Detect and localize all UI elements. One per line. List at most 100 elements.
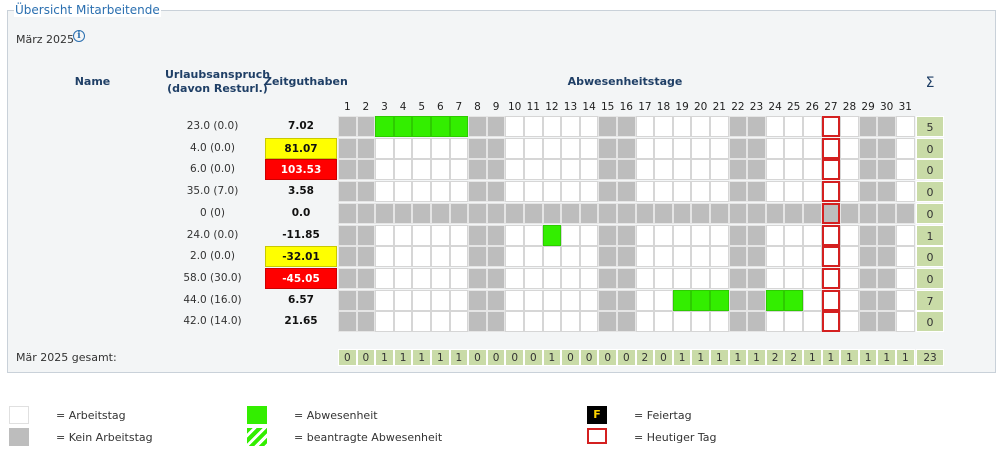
day-cell[interactable] [542,224,562,246]
day-cell[interactable] [747,311,766,333]
day-cell[interactable] [877,224,896,246]
day-cell[interactable] [598,159,617,181]
day-cell[interactable] [858,311,878,333]
day-cell[interactable] [338,116,357,137]
day-cell[interactable] [896,224,915,246]
day-cell[interactable] [784,224,803,246]
day-cell[interactable] [598,224,617,246]
day-cell[interactable] [617,202,636,224]
day-cell[interactable] [728,246,748,268]
day-cell[interactable] [524,137,543,159]
day-cell[interactable] [431,137,450,159]
day-cell[interactable] [710,116,729,137]
day-cell[interactable] [486,267,506,289]
day-cell[interactable] [654,267,673,289]
day-cell[interactable] [356,116,376,137]
column-header-time-balance[interactable]: Zeitguthaben [264,75,348,88]
day-cell[interactable] [542,289,562,311]
day-cell[interactable] [858,116,878,137]
day-cell[interactable] [338,159,357,181]
day-cell[interactable] [896,246,915,268]
day-cell[interactable] [486,137,506,159]
day-cell[interactable] [617,311,636,333]
day-cell[interactable] [579,246,599,268]
day-cell[interactable] [728,159,748,181]
day-cell[interactable] [896,116,915,137]
day-cell[interactable] [486,116,506,137]
day-cell[interactable] [524,224,543,246]
day-cell[interactable] [840,116,859,137]
day-cell[interactable] [728,181,748,203]
day-cell[interactable] [524,246,543,268]
day-cell[interactable] [412,181,431,203]
day-cell[interactable] [468,289,487,311]
day-cell[interactable] [524,311,543,333]
day-cell[interactable] [691,289,710,311]
day-cell[interactable] [412,311,431,333]
day-cell[interactable] [412,267,431,289]
day-cell[interactable] [431,246,450,268]
day-cell[interactable] [710,267,729,289]
day-cell[interactable] [710,137,729,159]
day-cell[interactable] [896,137,915,159]
day-cell[interactable] [691,246,710,268]
day-cell[interactable] [579,137,599,159]
column-header-vacation[interactable]: Urlaubsanspruch (davon Resturl.) [165,68,271,95]
day-cell[interactable] [840,267,859,289]
day-cell[interactable] [858,224,878,246]
day-cell[interactable] [784,202,803,224]
day-cell[interactable] [728,311,748,333]
day-cell[interactable] [486,246,506,268]
day-cell[interactable] [840,246,859,268]
day-cell[interactable] [579,311,599,333]
day-cell[interactable] [617,289,636,311]
day-cell[interactable] [375,116,394,137]
day-cell[interactable] [393,202,413,224]
day-cell[interactable] [654,159,673,181]
day-cell[interactable] [691,181,710,203]
day-cell[interactable] [728,267,748,289]
day-cell[interactable] [672,224,692,246]
day-cell[interactable] [691,137,710,159]
day-cell[interactable] [356,202,376,224]
day-cell[interactable] [375,181,394,203]
day-cell[interactable] [803,246,822,268]
day-cell[interactable] [840,289,859,311]
day-cell[interactable] [821,289,841,311]
day-cell[interactable] [486,202,506,224]
day-cell[interactable] [412,224,431,246]
day-cell[interactable] [765,224,785,246]
day-cell[interactable] [468,246,487,268]
day-cell[interactable] [747,202,766,224]
day-cell[interactable] [803,311,822,333]
day-cell[interactable] [691,159,710,181]
day-cell[interactable] [691,202,710,224]
day-cell[interactable] [821,181,841,203]
day-cell[interactable] [672,202,692,224]
day-cell[interactable] [635,202,655,224]
day-cell[interactable] [747,116,766,137]
day-cell[interactable] [710,202,729,224]
day-cell[interactable] [784,311,803,333]
day-cell[interactable] [896,181,915,203]
day-cell[interactable] [691,267,710,289]
day-cell[interactable] [896,267,915,289]
day-cell[interactable] [821,267,841,289]
day-cell[interactable] [579,116,599,137]
day-cell[interactable] [431,224,450,246]
day-cell[interactable] [803,267,822,289]
day-cell[interactable] [338,289,357,311]
day-cell[interactable] [672,116,692,137]
day-cell[interactable] [449,246,469,268]
day-cell[interactable] [672,137,692,159]
day-cell[interactable] [356,267,376,289]
day-cell[interactable] [728,116,748,137]
day-cell[interactable] [896,311,915,333]
day-cell[interactable] [375,202,394,224]
day-cell[interactable] [747,246,766,268]
day-cell[interactable] [356,311,376,333]
day-cell[interactable] [617,246,636,268]
day-cell[interactable] [412,137,431,159]
info-icon[interactable]: i [73,30,85,42]
day-cell[interactable] [654,181,673,203]
